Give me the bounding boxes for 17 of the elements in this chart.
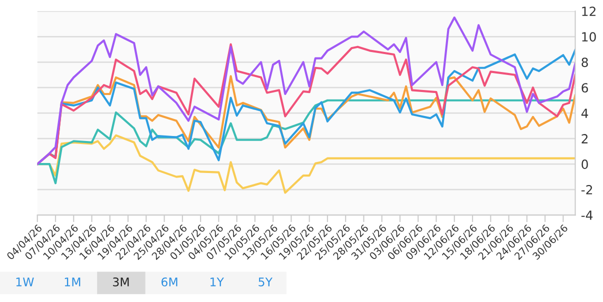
text: 1M <box>64 278 80 286</box>
y-tick-label: -2 <box>581 185 592 194</box>
y-tick-label: 0 <box>582 160 588 169</box>
y-tick-label: 4 <box>581 108 588 118</box>
y-tick-label: 10 <box>582 32 596 42</box>
line-series <box>37 99 576 184</box>
y-tick-label: 12 <box>582 6 596 16</box>
text: 6M <box>162 277 178 286</box>
y-tick-label: 2 <box>582 134 588 144</box>
y-tick-label: -4 <box>581 210 593 220</box>
y-tick-label: 8 <box>582 58 588 68</box>
y-tick-label: 6 <box>582 83 588 93</box>
text: 1W <box>16 278 34 286</box>
text: 5Y <box>258 278 273 286</box>
text: 3M <box>113 277 129 286</box>
line-series <box>37 16 576 166</box>
text: 1Y <box>210 278 224 286</box>
